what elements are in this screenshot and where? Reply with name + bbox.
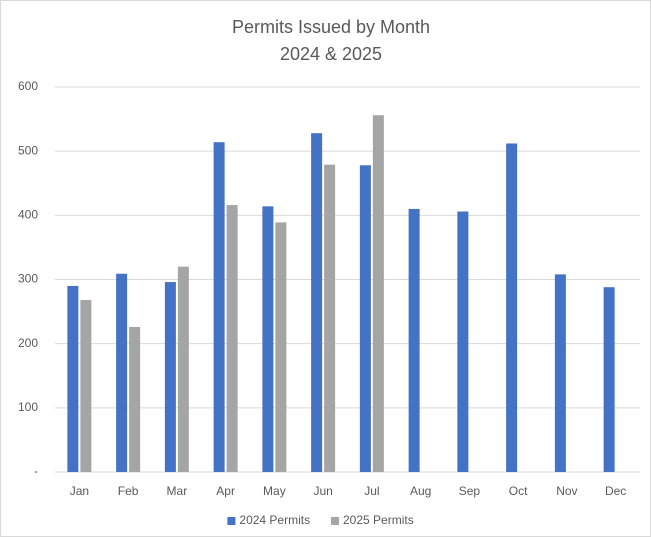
y-tick-label: 600 [18, 79, 38, 93]
x-tick-label: Jun [313, 484, 332, 498]
legend-swatch [227, 517, 236, 525]
x-tick-label: Jul [364, 484, 379, 498]
y-tick-label: 400 [18, 208, 38, 222]
x-tick-label: Apr [216, 484, 235, 498]
legend-swatch [331, 517, 339, 525]
legend-label: 2025 Permits [343, 513, 414, 527]
bar [603, 287, 615, 472]
x-tick-label: Mar [167, 484, 188, 498]
bar [213, 142, 225, 472]
bar [372, 115, 384, 472]
bar [457, 211, 469, 472]
y-tick-label: 300 [18, 272, 38, 286]
chart-subtitle: 2024 & 2025 [280, 44, 382, 64]
bar [554, 274, 566, 472]
y-tick-label: - [34, 464, 38, 478]
bar [177, 266, 189, 472]
chart-title: Permits Issued by Month [232, 17, 430, 37]
y-tick-label: 200 [18, 336, 38, 350]
bar [275, 222, 287, 472]
bar [80, 300, 92, 472]
x-tick-label: Dec [605, 484, 626, 498]
bar [129, 326, 141, 472]
bar [67, 285, 79, 472]
x-tick-label: Feb [118, 484, 139, 498]
bar [164, 282, 176, 472]
bar [226, 205, 238, 473]
legend-label: 2024 Permits [239, 513, 310, 527]
x-tick-label: Aug [410, 484, 431, 498]
bar [408, 208, 420, 472]
bar [359, 165, 371, 473]
y-tick-label: 100 [18, 400, 38, 414]
x-tick-label: May [263, 484, 286, 498]
bar [324, 164, 336, 472]
bar [506, 143, 518, 472]
x-tick-label: Nov [556, 484, 577, 498]
x-tick-label: Jan [70, 484, 89, 498]
y-tick-label: 500 [18, 143, 38, 157]
bar [311, 133, 323, 472]
bar [262, 206, 274, 472]
bar [116, 273, 128, 472]
x-tick-label: Oct [509, 484, 528, 498]
x-tick-label: Sep [459, 484, 481, 498]
